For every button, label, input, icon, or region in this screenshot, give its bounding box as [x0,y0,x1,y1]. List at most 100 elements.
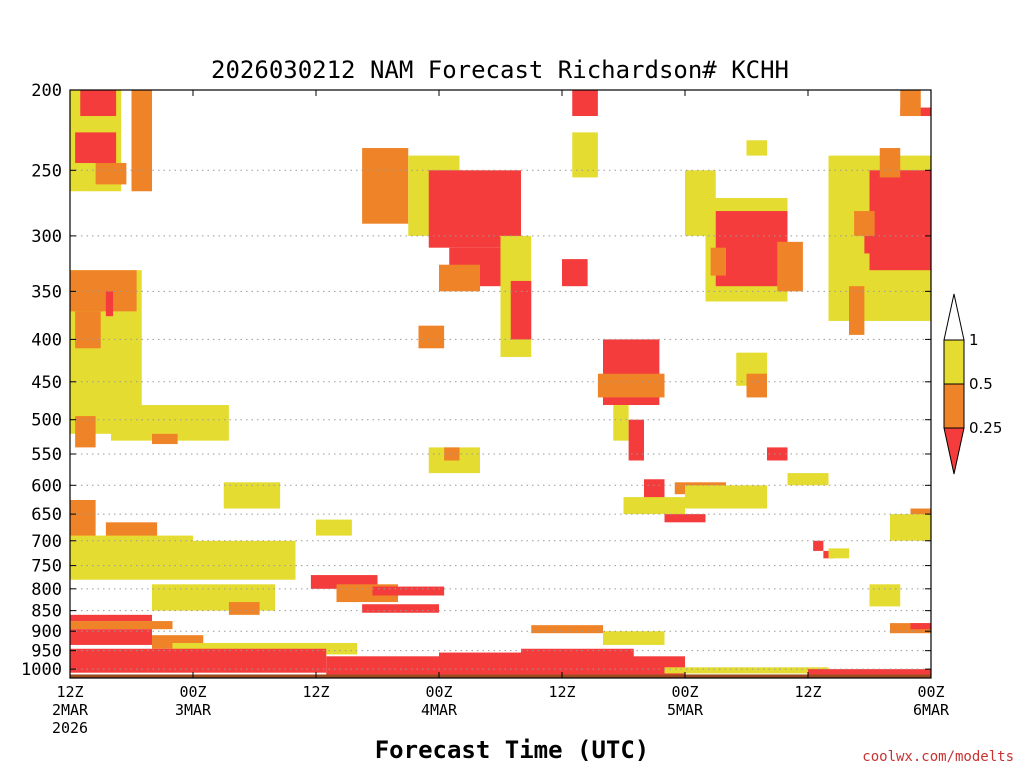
ri-cell [664,667,829,674]
y-tick-label: 950 [31,642,62,662]
ri-cell [70,621,173,630]
ri-cell [152,433,178,445]
colorbar-bin-orange [943,383,965,429]
colorbar-upper-arrow [943,293,965,341]
ri-cell [746,140,767,156]
colorbar-bin-yellow [943,339,965,385]
ri-cell [70,535,193,580]
ri-cell [910,623,931,630]
ri-cell [808,669,931,675]
x-axis-label: Forecast Time (UTC) [375,736,650,764]
ri-cell [316,519,352,536]
ri-cell [70,648,327,673]
x-tick-time-label: 12Z [302,683,329,701]
ri-cell [521,648,634,664]
ri-cell [572,90,598,117]
ri-cell [172,643,357,655]
colorbar-label-0.5: 0.5 [969,375,993,393]
ri-cell [849,286,865,335]
ri-cell [767,447,788,461]
y-tick-label: 850 [31,602,62,622]
x-tick-time-label: 00Z [671,683,698,701]
colorbar: 1 0.5 0.25 [943,293,1002,475]
ri-cell [828,548,849,559]
credit-text: coolwx.com/modelts [862,749,1014,765]
ri-cell [70,629,152,645]
ri-cell [193,540,296,580]
ri-cell [105,291,114,317]
ri-cell [362,604,439,613]
ri-cell [746,373,767,398]
y-tick-label: 400 [31,330,62,350]
colorbar-label-1: 1 [969,331,979,349]
ri-cell [131,90,152,192]
y-tick-label: 200 [31,81,62,101]
x-tick-time-label: 00Z [425,683,452,701]
ri-cell [531,625,603,634]
y-tick-label: 900 [31,622,62,642]
y-tick-label: 750 [31,557,62,577]
ri-cell [715,211,788,287]
x-tick-time-label: 12Z [548,683,575,701]
ri-cell [80,90,117,117]
ground-strip [70,674,931,678]
ri-cell [628,419,644,461]
ri-cell [900,90,921,117]
ri-cell [372,586,445,596]
ri-cell [95,163,127,185]
ri-cell [70,499,96,541]
ri-cell [562,259,588,287]
y-tick-label: 350 [31,282,62,302]
x-tick-time-label: 00Z [179,683,206,701]
x-tick-year-label: 2026 [52,719,88,737]
ri-cell [223,482,281,509]
ri-cell [777,241,803,292]
ri-cell [75,311,101,349]
x-tick-time-label: 12Z [794,683,821,701]
ri-cell [869,170,931,271]
y-tick-label: 650 [31,505,62,525]
ri-cell [75,132,117,164]
ri-cell [75,416,96,448]
chart-title: 2026030212 NAM Forecast Richardson# KCHH [211,56,789,84]
ri-cell [813,540,824,551]
x-tick-time-label: 12Z [56,683,83,701]
y-tick-label: 800 [31,580,62,600]
ri-cell [710,247,726,276]
plot-area [69,89,932,679]
plot-frame [69,89,932,679]
ri-cell [603,631,665,645]
ri-cell [890,514,931,541]
ri-cell [685,485,767,509]
ri-cell [664,514,706,523]
y-tick-label: 450 [31,373,62,393]
x-tick-date-label: 2MAR [52,701,89,719]
ri-cell [879,148,901,178]
ri-cell [70,270,137,312]
x-tick-date-label: 6MAR [913,701,950,719]
colorbar-lower-arrow [943,427,965,475]
y-tick-label: 550 [31,445,62,465]
y-tick-label: 500 [31,411,62,431]
x-tick-date-label: 3MAR [175,701,212,719]
x-tick-date-label: 5MAR [667,701,704,719]
x-tick-date-label: 4MAR [421,701,458,719]
ri-cell [444,447,460,461]
ri-cell [510,280,532,340]
y-tick-label: 700 [31,532,62,552]
y-axis: 200 250 300 350 400 450 500 550 600 650 700 750 8008… [21,81,931,680]
y-tick-label: 250 [31,161,62,181]
ri-cell [623,497,685,515]
ri-cell [597,373,665,398]
x-tick-time-label: 00Z [917,683,944,701]
ri-cell [428,170,521,248]
gridlines [70,89,931,670]
ri-cell [854,211,875,236]
ri-cell [613,405,629,441]
y-tick-label: 300 [31,227,62,247]
ri-cell [228,602,260,615]
y-tick-label: 600 [31,476,62,496]
ri-cell [864,235,880,254]
